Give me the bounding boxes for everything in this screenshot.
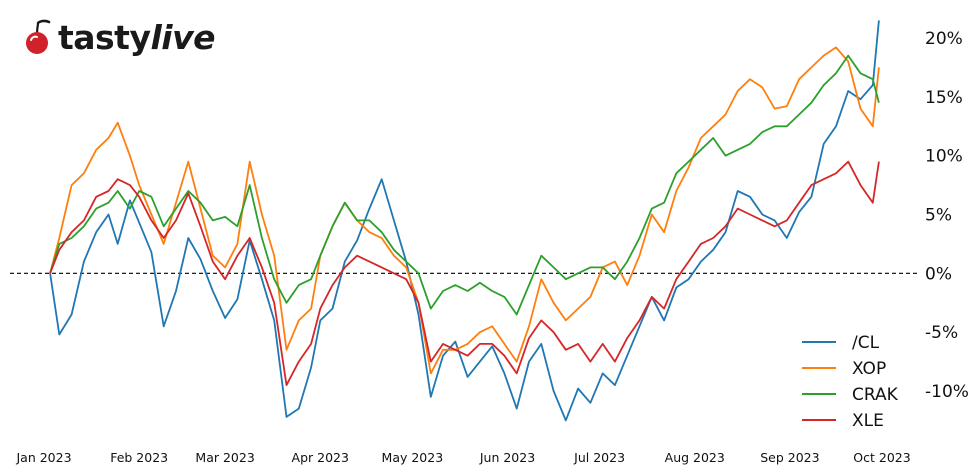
legend-label: XLE [852,411,884,431]
y-tick-label: -10% [925,382,969,402]
x-tick-label: Jul 2023 [573,450,625,465]
x-tick-label: Apr 2023 [292,450,349,465]
series-line-xle [49,160,880,387]
brand-wordmark: tastylive [58,18,215,57]
x-tick-label: Sep 2023 [760,450,819,465]
legend-item: /CL [802,333,880,353]
brand-name-live: live [150,17,215,57]
legend-item: XLE [802,411,884,431]
y-tick-label: 0% [925,264,952,284]
series-line-crak [49,54,880,316]
x-tick-label: Jun 2023 [479,450,535,465]
y-tick-label: 15% [925,88,963,108]
y-tick-label: 20% [925,29,963,49]
legend-label: XOP [852,359,886,379]
x-tick-label: Feb 2023 [110,450,168,465]
series-line-xop [49,46,880,375]
x-tick-label: Mar 2023 [195,450,254,465]
y-tick-label: -5% [925,323,958,343]
y-tick-label: 10% [925,147,963,167]
y-tick-label: 5% [925,206,952,226]
legend-label: CRAK [852,385,899,405]
x-tick-label: Aug 2023 [665,450,725,465]
series-line-cl [49,20,880,422]
legend-label: /CL [852,333,880,353]
legend-item: CRAK [802,385,899,405]
x-tick-label: Oct 2023 [853,450,910,465]
brand-name-tasty: tasty [58,17,151,57]
legend-item: XOP [802,359,886,379]
tastylive-logo: tastylive [22,14,215,60]
cherry-icon [26,19,51,54]
x-tick-label: Jan 2023 [15,450,71,465]
x-tick-label: May 2023 [382,450,444,465]
